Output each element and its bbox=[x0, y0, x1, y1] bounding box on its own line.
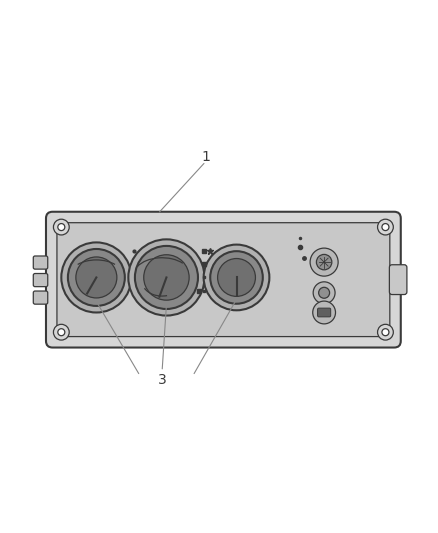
FancyBboxPatch shape bbox=[318, 308, 331, 317]
Circle shape bbox=[204, 245, 269, 310]
Circle shape bbox=[53, 219, 69, 235]
Circle shape bbox=[144, 255, 189, 300]
Text: 1: 1 bbox=[201, 150, 210, 164]
Circle shape bbox=[382, 329, 389, 336]
Circle shape bbox=[382, 223, 389, 231]
Circle shape bbox=[378, 324, 393, 340]
FancyBboxPatch shape bbox=[33, 273, 48, 287]
Circle shape bbox=[310, 248, 338, 276]
FancyBboxPatch shape bbox=[46, 212, 401, 348]
Circle shape bbox=[135, 246, 198, 309]
Circle shape bbox=[378, 219, 393, 235]
Circle shape bbox=[313, 301, 336, 324]
Circle shape bbox=[53, 324, 69, 340]
FancyBboxPatch shape bbox=[57, 223, 390, 336]
Circle shape bbox=[68, 249, 125, 306]
Circle shape bbox=[76, 257, 117, 298]
Circle shape bbox=[218, 259, 255, 296]
Circle shape bbox=[316, 254, 332, 270]
Circle shape bbox=[61, 243, 131, 312]
FancyBboxPatch shape bbox=[33, 291, 48, 304]
Circle shape bbox=[58, 223, 65, 231]
Circle shape bbox=[128, 239, 205, 316]
Text: 3: 3 bbox=[158, 374, 166, 387]
Circle shape bbox=[318, 287, 330, 298]
FancyBboxPatch shape bbox=[33, 256, 48, 269]
FancyBboxPatch shape bbox=[389, 265, 407, 295]
Circle shape bbox=[58, 329, 65, 336]
Circle shape bbox=[313, 282, 335, 304]
Circle shape bbox=[210, 251, 263, 304]
